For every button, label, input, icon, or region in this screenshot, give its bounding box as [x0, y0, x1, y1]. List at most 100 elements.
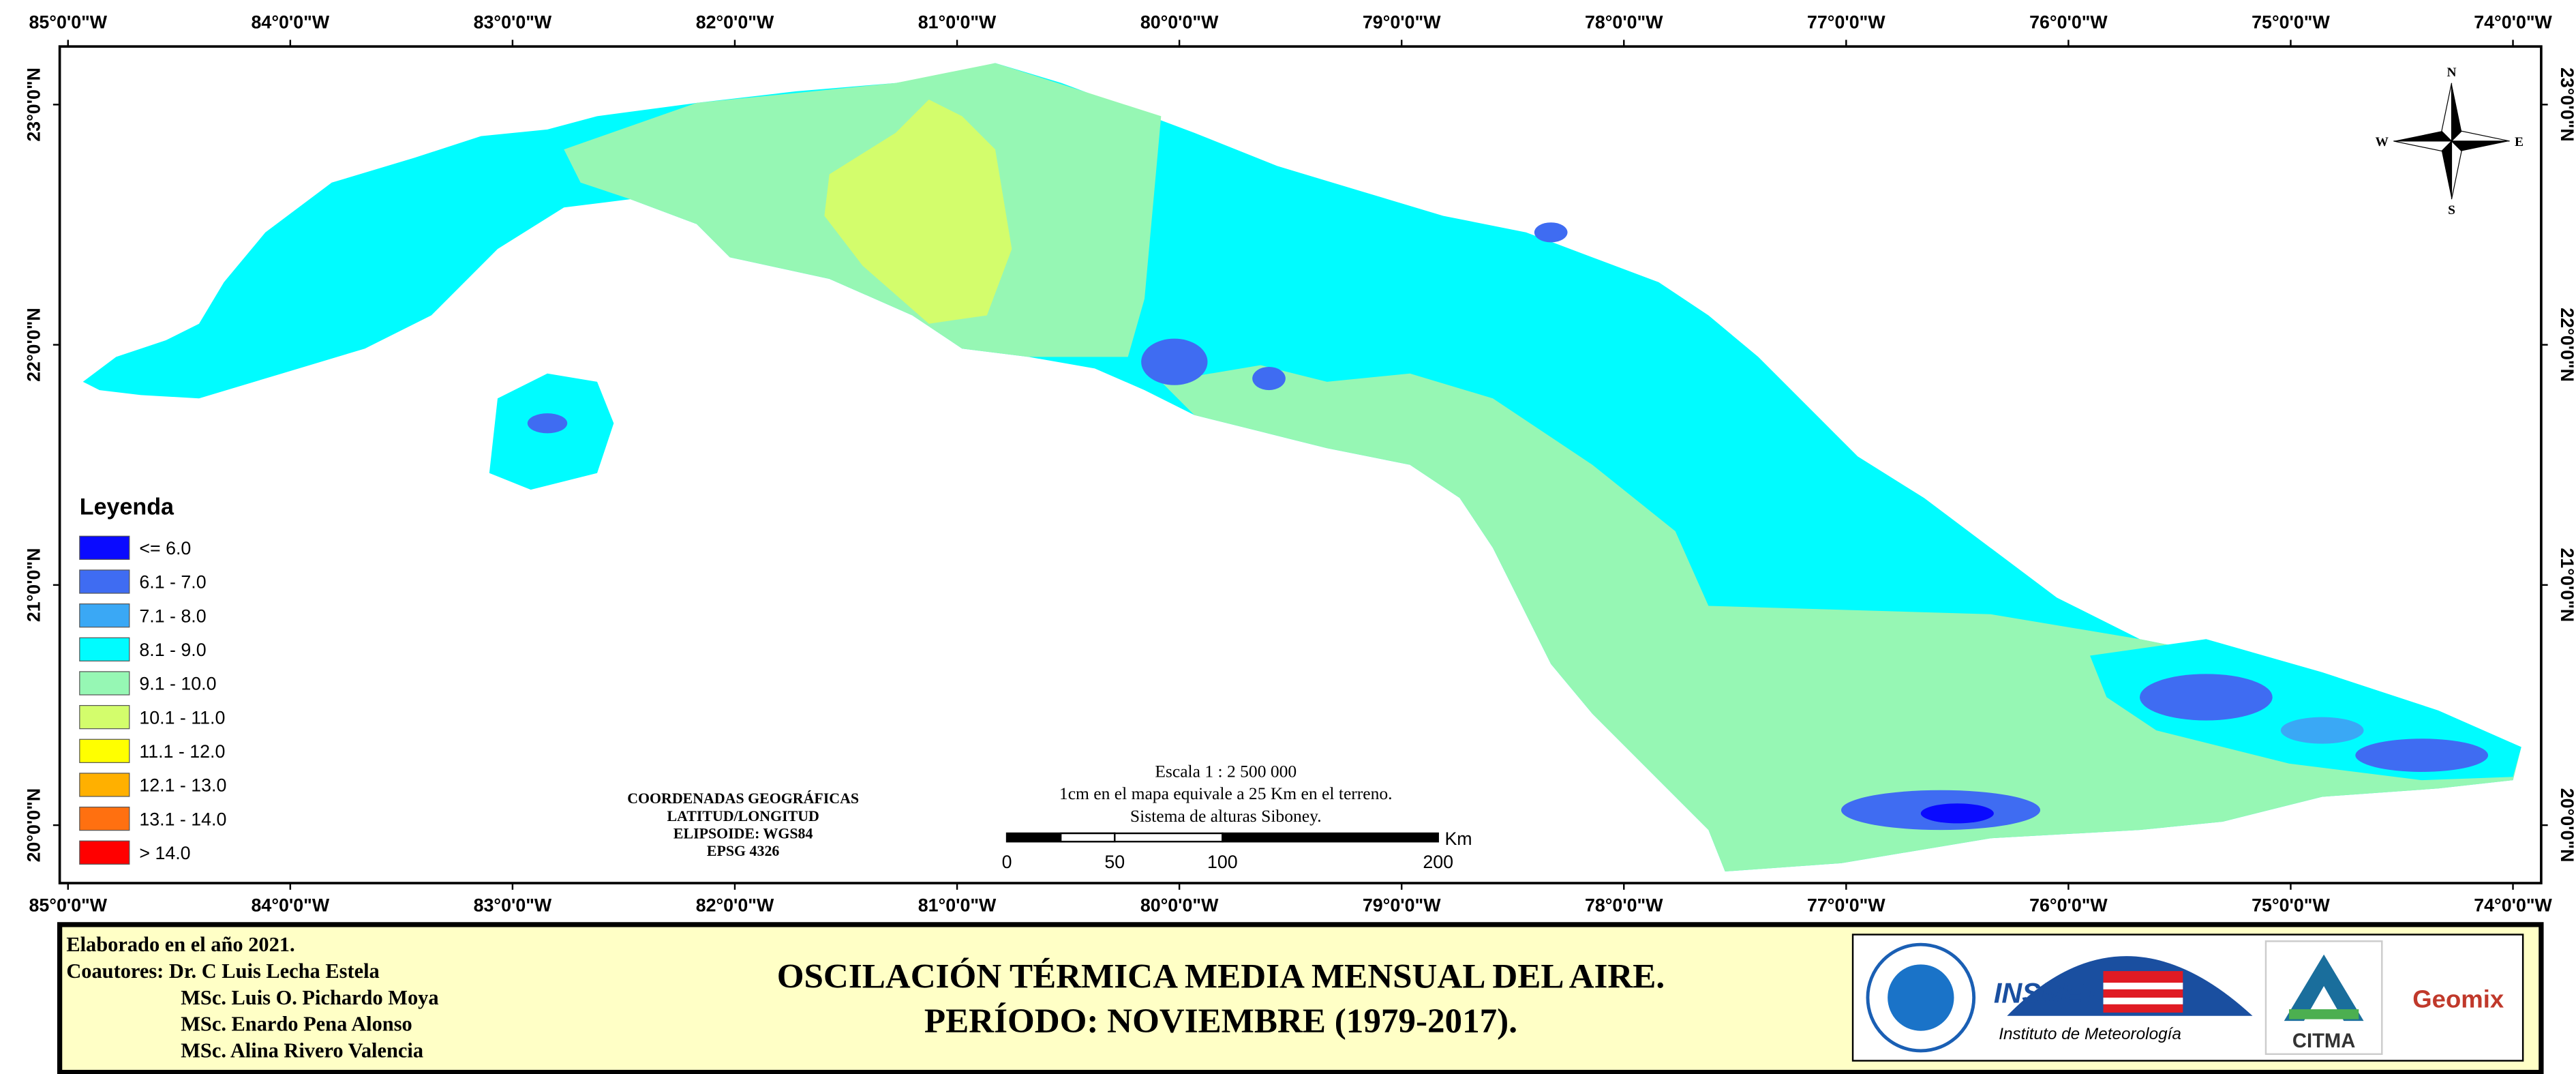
logo-municipal: [1888, 964, 1954, 1031]
legend-label: 13.1 - 14.0: [139, 809, 226, 829]
scale-segment: [1059, 832, 1116, 843]
scale-tick-label: 100: [1207, 852, 1238, 872]
lon-label-top: 75°0'0"W: [2252, 12, 2330, 32]
title-line: PERÍODO: NOVIEMBRE (1979-2017).: [924, 1002, 1517, 1041]
legend-swatch: [79, 806, 130, 831]
title-line: OSCILACIÓN TÉRMICA MEDIA MENSUAL DEL AIR…: [777, 957, 1665, 996]
cuba: [82, 63, 2521, 872]
lat-label-right: 21°0'0"N: [2557, 548, 2576, 623]
scale-text: Sistema de alturas Siboney.: [1130, 806, 1322, 826]
logo-insmet: [2103, 983, 2183, 989]
legend-label: > 14.0: [139, 843, 190, 863]
zone-le-6: [1920, 803, 1994, 824]
lon-label-bottom: 85°0'0"W: [29, 895, 107, 915]
lat-label-left: 21°0'0"N: [23, 548, 44, 623]
lon-label-bottom: 83°0'0"W: [474, 895, 552, 915]
scale-bar: Escala 1 : 2 500 000 1cm en el mapa equiv…: [1002, 761, 1472, 872]
lon-label-bottom: 74°0'0"W: [2474, 895, 2552, 915]
credit-line: MSc. Luis O. Pichardo Moya: [181, 986, 438, 1009]
credit-line: Elaborado en el año 2021.: [66, 933, 294, 956]
lon-label-bottom: 79°0'0"W: [1363, 895, 1441, 915]
zone-6-7: [1534, 222, 1568, 243]
legend-swatch: [79, 671, 130, 696]
lon-label-top: 82°0'0"W: [696, 12, 774, 32]
legend-label: <= 6.0: [139, 538, 191, 558]
lon-label-bottom: 77°0'0"W: [1807, 895, 1885, 915]
zone-6-7: [1141, 338, 1208, 385]
credit-line: Coautores: Dr. C Luis Lecha Estela: [66, 959, 379, 983]
legend-label: 11.1 - 12.0: [139, 741, 225, 762]
lon-label-top: 84°0'0"W: [252, 12, 330, 32]
legend-swatch: [79, 840, 130, 865]
legend-swatch: [79, 569, 130, 594]
scale-segment: [1222, 832, 1439, 843]
legend-swatch: [79, 704, 130, 730]
coordinates-line: LATITUD/LONGITUD: [667, 807, 819, 824]
coordinates-line: ELIPSOIDE: WGS84: [673, 824, 813, 841]
lon-label-bottom: 76°0'0"W: [2029, 895, 2108, 915]
lon-label-top: 81°0'0"W: [918, 12, 997, 32]
coordinates-line: COORDENADAS GEOGRÁFICAS: [627, 790, 859, 807]
legend-swatch: [79, 739, 130, 763]
lon-label-top: 83°0'0"W: [474, 12, 552, 32]
compass-rose: [2441, 83, 2453, 143]
logo-citma: [2284, 954, 2364, 1021]
zone-6-7: [527, 413, 568, 434]
lat-label-left: 23°0'0"N: [23, 68, 44, 142]
lon-label-bottom: 78°0'0"W: [1585, 895, 1663, 915]
coordinates-line: EPSG 4326: [707, 842, 779, 859]
compass-rose: [2451, 130, 2510, 142]
legend-title: Leyenda: [80, 494, 175, 520]
credit-line: MSc. Alina Rivero Valencia: [181, 1039, 423, 1062]
lat-label-left: 22°0'0"N: [23, 308, 44, 382]
lon-label-top: 74°0'0"W: [2474, 12, 2552, 32]
lon-label-bottom: 80°0'0"W: [1140, 895, 1219, 915]
logo-citma-text: CITMA: [2292, 1030, 2355, 1052]
compass-e: E: [2515, 135, 2524, 149]
legend-label: 10.1 - 11.0: [139, 707, 225, 728]
credits: Elaborado en el año 2021. Coautores: Dr. …: [66, 933, 438, 1062]
lon-label-top: 80°0'0"W: [1140, 12, 1219, 32]
logo-insmet-subtitle: Instituto de Meteorología: [1999, 1025, 2181, 1043]
lon-label-bottom: 82°0'0"W: [696, 895, 774, 915]
legend-label: 8.1 - 9.0: [139, 640, 206, 660]
footer-title: OSCILACIÓN TÉRMICA MEDIA MENSUAL DEL AIR…: [777, 957, 1665, 1041]
logo-citma: [2264, 940, 2383, 1056]
scale-tick-label: 0: [1002, 852, 1012, 872]
zone-6-7: [2140, 674, 2273, 721]
lon-label-bottom: 81°0'0"W: [918, 895, 997, 915]
legend-label: 12.1 - 13.0: [139, 775, 226, 796]
scale-unit: Km: [1444, 829, 1472, 849]
scale-text: Escala 1 : 2 500 000: [1155, 761, 1297, 781]
lat-label-right: 23°0'0"N: [2557, 68, 2576, 142]
compass-n: N: [2446, 65, 2456, 80]
credit-line: MSc. Enardo Pena Alonso: [181, 1013, 412, 1036]
compass-rose: [2393, 140, 2453, 152]
lon-label-bottom: 84°0'0"W: [252, 895, 330, 915]
lon-label-top: 77°0'0"W: [1807, 12, 1885, 32]
lat-label-right: 22°0'0"N: [2557, 308, 2576, 382]
zone-6-7: [2355, 739, 2489, 772]
scale-tick-label: 50: [1104, 852, 1125, 872]
legend-swatch: [79, 603, 130, 628]
logo-insmet: [2103, 998, 2183, 1004]
legend-label: 7.1 - 8.0: [139, 606, 206, 626]
coordinates-block: COORDENADAS GEOGRÁFICASLATITUD/LONGITUDE…: [627, 790, 859, 859]
lon-label-top: 78°0'0"W: [1585, 12, 1663, 32]
compass-rose: [2451, 140, 2462, 200]
legend-swatch: [79, 773, 130, 797]
lon-label-top: 76°0'0"W: [2029, 12, 2108, 32]
lon-label-top: 85°0'0"W: [29, 12, 107, 32]
legend-label: 9.1 - 10.0: [139, 674, 216, 694]
logo-insmet-text: INSMET: [1994, 977, 2103, 1009]
compass-s: S: [2448, 203, 2455, 218]
scale-segment: [1113, 832, 1224, 843]
zone-10-11: [824, 100, 1012, 324]
legend-label: 6.1 - 7.0: [139, 572, 206, 593]
lat-label-right: 20°0'0"N: [2557, 788, 2576, 863]
logo-citma: [2289, 1009, 2359, 1019]
legend-swatch: [79, 637, 130, 661]
logo-insmet: [2103, 971, 2183, 1013]
